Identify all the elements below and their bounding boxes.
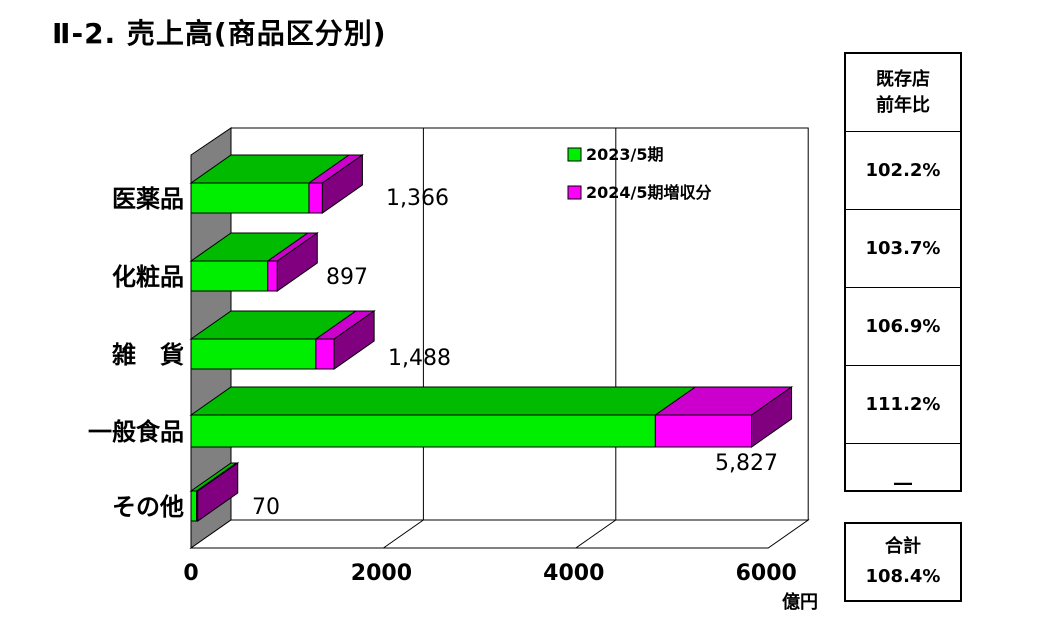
- total-label: 合計: [885, 536, 921, 557]
- grid-line-floor: [575, 519, 617, 549]
- legend: 2023/5期 2024/5期増収分: [567, 145, 712, 202]
- bar-base-front: [190, 182, 310, 214]
- bar-increase-side: [751, 386, 793, 448]
- bar-increase-side: [197, 462, 239, 522]
- bars: [189, 154, 794, 522]
- category-label: 医薬品: [112, 185, 184, 213]
- x-tick-label: 6000: [736, 561, 797, 586]
- value-label: 1,366: [386, 186, 449, 211]
- category-label: 化粧品: [112, 263, 184, 291]
- floor: [189, 519, 810, 549]
- table-row-other: ―: [894, 472, 912, 494]
- table-row-food: 111.2%: [846, 366, 960, 444]
- category-label: 雑 貨: [111, 341, 184, 369]
- grid-lines: [383, 128, 617, 549]
- category-label: その他: [112, 493, 184, 521]
- yoy-table: 既存店 前年比 102.2% 103.7% 106.9% 111.2% ―: [844, 52, 962, 494]
- value-label: 5,827: [715, 451, 778, 476]
- bar-increase-side: [333, 310, 375, 370]
- legend-swatch: [567, 147, 582, 162]
- table-header-line2: 前年比: [876, 94, 930, 116]
- value-label: 897: [326, 265, 368, 290]
- bar-increase-front: [308, 182, 323, 214]
- table-row-cosmetics: 103.7%: [846, 210, 960, 288]
- grid-line-floor: [383, 519, 424, 549]
- bar-base-front: [190, 260, 269, 292]
- x-tick-label: 0: [183, 561, 198, 586]
- value-label: 1,488: [388, 346, 451, 371]
- bar-increase-front: [654, 414, 753, 448]
- table-row-sundries: 106.9%: [846, 288, 960, 366]
- bar-base-top: [189, 386, 697, 416]
- legend-label: 2023/5期: [586, 145, 664, 164]
- legend-label: 2024/5期増収分: [586, 183, 712, 202]
- bar-base-front: [190, 490, 198, 522]
- table-row-medicine: 102.2%: [846, 132, 960, 210]
- x-tick-label: 4000: [543, 561, 604, 586]
- total-value: 108.4%: [865, 566, 941, 587]
- bar-base-front: [190, 338, 317, 370]
- bar-base-front: [190, 414, 656, 448]
- x-tick-label: 2000: [351, 561, 412, 586]
- unit-label: 億円: [782, 591, 818, 613]
- table-header: 既存店 前年比: [846, 54, 960, 132]
- total-box: 合計 108.4%: [844, 522, 962, 602]
- category-label: 一般食品: [88, 418, 184, 446]
- bar-increase-side: [321, 154, 363, 214]
- page-title: Ⅱ-2. 売上高(商品区分別): [52, 17, 387, 50]
- bar-increase-front: [315, 338, 335, 370]
- legend-swatch: [567, 185, 582, 200]
- value-label: 70: [252, 495, 280, 520]
- table-header-line1: 既存店: [876, 68, 930, 90]
- bar-increase-side: [276, 232, 318, 292]
- bar-increase-front: [267, 260, 278, 292]
